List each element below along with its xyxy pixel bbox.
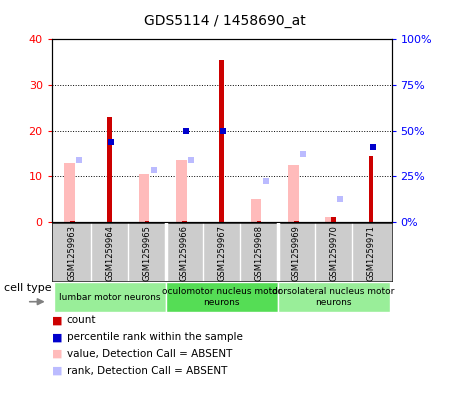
Bar xyxy=(331,217,336,222)
Bar xyxy=(166,282,278,312)
Bar xyxy=(70,221,75,222)
Text: GSM1259964: GSM1259964 xyxy=(105,225,114,281)
Text: ■: ■ xyxy=(52,349,62,359)
Bar xyxy=(64,163,75,222)
Text: cell type: cell type xyxy=(4,283,52,294)
Bar xyxy=(139,174,149,222)
Text: GSM1259965: GSM1259965 xyxy=(143,225,152,281)
Bar xyxy=(256,221,261,222)
Bar xyxy=(294,221,299,222)
Bar xyxy=(144,221,149,222)
Text: GSM1259967: GSM1259967 xyxy=(217,225,226,281)
Text: rank, Detection Call = ABSENT: rank, Detection Call = ABSENT xyxy=(67,366,227,376)
Text: ■: ■ xyxy=(52,315,62,325)
Text: GDS5114 / 1458690_at: GDS5114 / 1458690_at xyxy=(144,14,306,28)
Text: percentile rank within the sample: percentile rank within the sample xyxy=(67,332,243,342)
Bar xyxy=(325,217,336,222)
Text: ■: ■ xyxy=(52,366,62,376)
Text: count: count xyxy=(67,315,96,325)
Bar xyxy=(369,156,373,222)
Bar xyxy=(251,199,261,222)
Text: dorsolateral nucleus motor
neurons: dorsolateral nucleus motor neurons xyxy=(272,287,395,307)
Text: GSM1259963: GSM1259963 xyxy=(68,225,77,281)
Bar xyxy=(182,221,187,222)
Text: oculomotor nucleus motor
neurons: oculomotor nucleus motor neurons xyxy=(162,287,281,307)
Bar xyxy=(176,160,187,222)
Bar xyxy=(107,117,112,222)
Bar xyxy=(278,282,390,312)
Bar xyxy=(219,60,224,222)
Bar xyxy=(288,165,298,222)
Text: GSM1259968: GSM1259968 xyxy=(254,225,263,281)
Text: GSM1259966: GSM1259966 xyxy=(180,225,189,281)
Text: ■: ■ xyxy=(52,332,62,342)
Text: lumbar motor neurons: lumbar motor neurons xyxy=(59,293,160,301)
Text: GSM1259971: GSM1259971 xyxy=(366,225,375,281)
Bar xyxy=(54,282,166,312)
Text: value, Detection Call = ABSENT: value, Detection Call = ABSENT xyxy=(67,349,232,359)
Text: GSM1259969: GSM1259969 xyxy=(292,225,301,281)
Text: GSM1259970: GSM1259970 xyxy=(329,225,338,281)
